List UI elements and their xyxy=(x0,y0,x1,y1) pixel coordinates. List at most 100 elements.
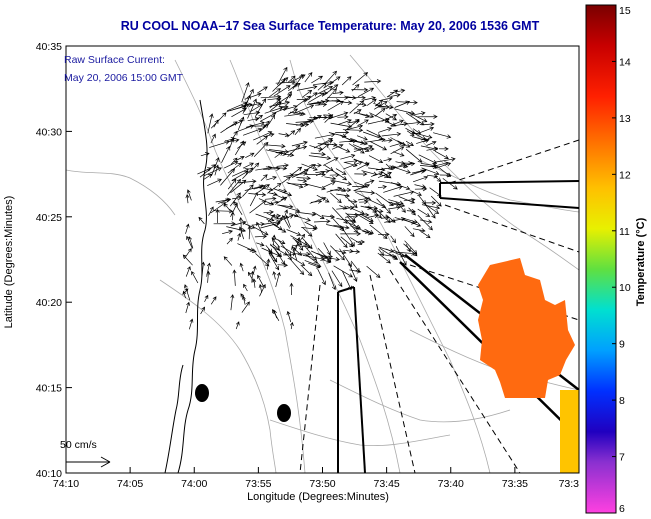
current-vector xyxy=(200,306,205,315)
current-vector xyxy=(382,171,392,179)
y-tick-label: 40:10 xyxy=(36,468,62,480)
current-vector xyxy=(289,74,306,83)
current-vector xyxy=(339,138,358,144)
current-vector xyxy=(344,218,359,234)
current-vector xyxy=(322,84,339,96)
current-vector xyxy=(242,127,263,136)
current-vector xyxy=(359,113,370,118)
y-axis-label: Latitude (Degrees:Minutes) xyxy=(3,196,15,329)
current-vector xyxy=(241,295,246,305)
current-vector xyxy=(235,140,244,156)
current-vector xyxy=(186,189,192,201)
current-vector xyxy=(292,237,303,246)
current-vector xyxy=(273,85,291,97)
current-vector xyxy=(282,215,291,229)
current-vector xyxy=(374,107,386,117)
current-vector xyxy=(253,131,273,141)
current-vector xyxy=(338,186,346,192)
current-vector xyxy=(340,231,362,237)
current-vector xyxy=(378,127,393,133)
current-vector xyxy=(328,272,337,291)
current-vector xyxy=(261,247,282,258)
current-vector xyxy=(289,212,299,218)
current-vector xyxy=(188,236,194,249)
y-axis-ticks: 40:35 40:30 40:25 40:20 40:15 40:10 xyxy=(36,41,72,480)
current-vector xyxy=(377,232,390,237)
current-vector xyxy=(278,204,301,213)
current-vector xyxy=(370,171,384,177)
current-vector xyxy=(426,140,437,146)
current-vector xyxy=(226,226,247,233)
current-vector xyxy=(282,104,298,111)
current-vector xyxy=(210,133,216,144)
current-vector xyxy=(422,199,436,219)
current-vector xyxy=(306,99,326,105)
current-vector xyxy=(369,224,388,239)
current-vector xyxy=(340,236,354,248)
current-vector xyxy=(405,161,416,167)
current-vector xyxy=(397,203,406,213)
current-vector xyxy=(197,167,212,175)
current-vector xyxy=(364,79,382,84)
current-vector xyxy=(277,66,288,86)
current-vector xyxy=(301,237,313,250)
current-vector xyxy=(385,214,396,223)
current-vector xyxy=(308,155,332,161)
current-vector xyxy=(274,249,286,266)
current-vector xyxy=(412,175,429,183)
current-vector xyxy=(265,149,288,156)
current-vector xyxy=(283,173,295,178)
current-vector xyxy=(392,151,405,157)
current-vector xyxy=(201,261,206,276)
current-vector xyxy=(369,112,390,123)
current-vector xyxy=(324,70,338,85)
current-vector xyxy=(292,83,301,88)
current-vector xyxy=(276,163,289,168)
current-vector xyxy=(430,195,442,207)
current-vector xyxy=(433,157,456,163)
current-vector xyxy=(350,237,363,245)
current-vector xyxy=(362,131,384,140)
current-vector xyxy=(321,256,341,262)
current-vector xyxy=(238,216,243,234)
current-vector xyxy=(405,127,416,135)
current-vector xyxy=(377,184,388,190)
current-vector xyxy=(275,271,281,288)
current-vector xyxy=(417,114,438,119)
current-vector xyxy=(255,114,264,121)
current-vector xyxy=(358,196,370,202)
current-vector xyxy=(293,215,312,222)
current-vector xyxy=(344,194,358,209)
current-vector xyxy=(274,237,286,244)
current-vector xyxy=(183,284,191,301)
current-vector xyxy=(230,294,235,311)
current-vector xyxy=(182,254,193,266)
current-vector xyxy=(357,87,375,98)
current-vector xyxy=(260,174,268,181)
scale-arrow xyxy=(66,456,111,468)
current-vector xyxy=(211,157,220,177)
current-vector xyxy=(317,268,326,286)
colorbar-tick-label: 8 xyxy=(619,395,625,407)
current-vector xyxy=(356,102,367,108)
current-vector xyxy=(272,271,277,280)
current-vector xyxy=(421,204,441,210)
current-vector xyxy=(296,84,318,91)
current-vector xyxy=(232,269,237,286)
current-vector xyxy=(208,206,214,216)
current-vector xyxy=(370,141,388,151)
buoy-marker xyxy=(195,384,209,402)
current-vector xyxy=(227,178,237,190)
current-vector xyxy=(414,184,427,189)
current-vector xyxy=(278,77,289,87)
x-axis-label: Longitude (Degrees:Minutes) xyxy=(247,491,389,503)
current-vector xyxy=(390,235,397,244)
current-vector xyxy=(383,157,393,162)
current-vector xyxy=(350,249,361,254)
colorbar-tick-label: 14 xyxy=(619,56,631,68)
current-vector xyxy=(389,88,406,94)
current-vector xyxy=(182,288,189,295)
current-vector xyxy=(294,239,304,251)
current-vector xyxy=(285,215,291,228)
current-vector xyxy=(442,178,458,190)
